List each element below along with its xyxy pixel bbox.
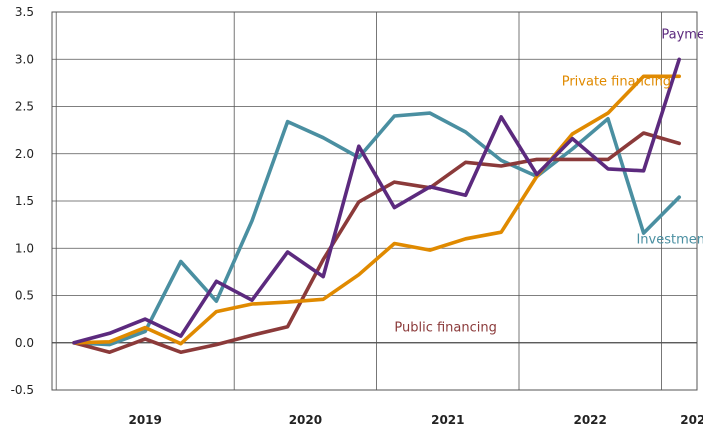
series-line-payment xyxy=(72,57,682,345)
x-tick-label: 2021 xyxy=(431,413,464,427)
series-line-private-financing xyxy=(72,74,682,346)
y-tick-label: 0.0 xyxy=(15,336,34,350)
y-tick-label: 2.0 xyxy=(15,147,34,161)
series-label-investment: Investment xyxy=(636,233,703,248)
y-tick-label: 1.0 xyxy=(15,241,34,255)
series-line-public-financing xyxy=(72,131,682,355)
series-label-private-financing: Private financing xyxy=(562,75,671,90)
y-tick-label: 3.0 xyxy=(15,52,34,66)
series-label-public-financing: Public financing xyxy=(394,320,497,335)
x-tick-label: 2023 xyxy=(680,413,703,427)
y-tick-label: 1.5 xyxy=(15,194,34,208)
series-label-payment: Payment xyxy=(661,27,703,42)
y-tick-label: 0.5 xyxy=(15,289,34,303)
x-tick-label: 2022 xyxy=(573,413,606,427)
y-tick-label: -0.5 xyxy=(11,383,34,397)
y-tick-label: 3.5 xyxy=(15,5,34,19)
x-tick-label: 2019 xyxy=(128,413,161,427)
y-tick-label: 2.5 xyxy=(15,100,34,114)
x-tick-label: 2020 xyxy=(289,413,322,427)
